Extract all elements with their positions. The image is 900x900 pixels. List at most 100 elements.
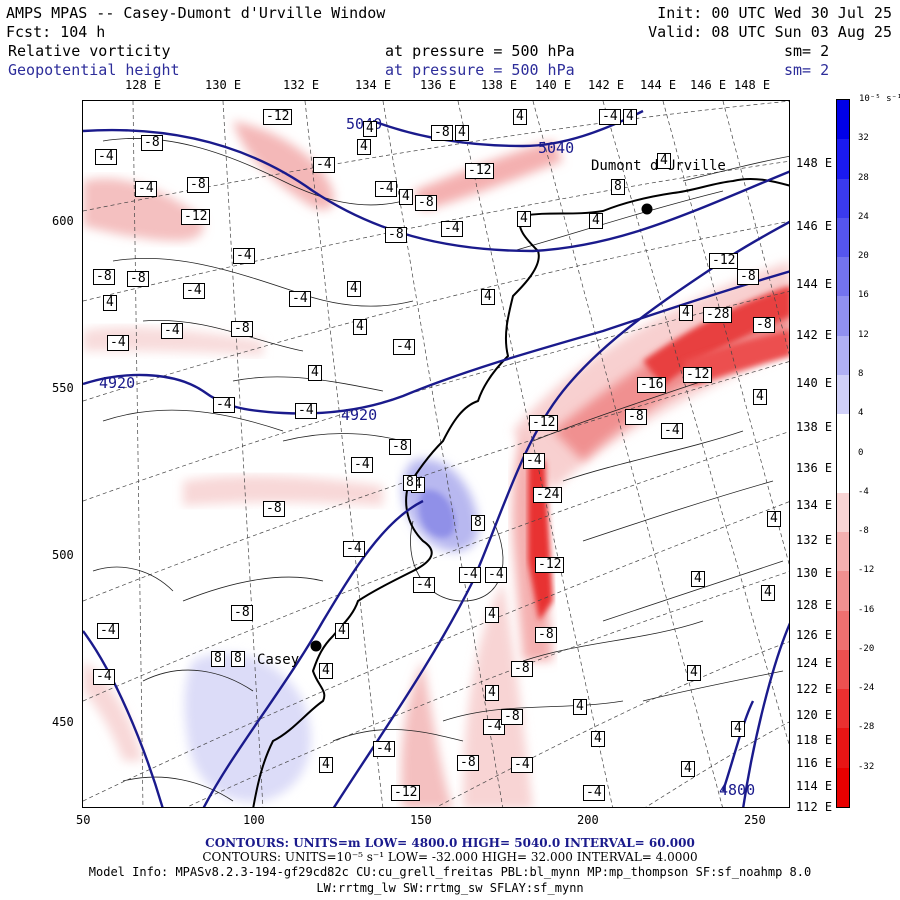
contour-label-box: -12 <box>683 367 713 383</box>
contour-label-box: -4 <box>313 157 335 173</box>
right-longitude-label: 116 E <box>796 756 833 770</box>
contour-label-box: 4 <box>589 213 603 229</box>
colorbar-segment <box>837 217 849 258</box>
contour-label-box: -4 <box>413 577 435 593</box>
valid-time: Valid: 08 UTC Sun 03 Aug 25 <box>648 23 892 41</box>
top-longitude-label: 136 E <box>420 78 457 92</box>
contour-label-box: -12 <box>709 253 739 269</box>
casey-station-dot[interactable] <box>310 640 322 652</box>
height-contour-label: 4800 <box>719 781 756 799</box>
colorbar <box>836 99 850 808</box>
contour-label-box: -8 <box>93 269 115 285</box>
right-longitude-label: 122 E <box>796 682 833 696</box>
colorbar-label: -24 <box>858 683 875 694</box>
dumont-durville-station-dot[interactable] <box>641 203 653 215</box>
vorticity-contour-info: CONTOURS: UNITS=10⁻⁵ s⁻¹ LOW= -32.000 HI… <box>202 850 698 864</box>
contour-label-box: 8 <box>211 651 225 667</box>
contour-label-box: -4 <box>93 669 115 685</box>
contour-label-box: 4 <box>363 121 377 137</box>
height-contour-label: 4920 <box>341 406 378 424</box>
colorbar-segment <box>837 374 849 415</box>
contour-label-box: 8 <box>471 515 485 531</box>
contour-label-box: -4 <box>161 323 183 339</box>
colorbar-label: 28 <box>858 172 869 183</box>
right-longitude-label: 118 E <box>796 733 833 747</box>
coastline <box>252 177 789 807</box>
map-plot-area[interactable]: 49204920504050404800Dumont d'UrvilleCase… <box>82 100 790 808</box>
contour-label-box: -4 <box>393 339 415 355</box>
contour-label-box: 8 <box>403 475 417 491</box>
right-longitude-label: 148 E <box>796 156 833 170</box>
colorbar-segment <box>837 492 849 533</box>
right-longitude-label: 142 E <box>796 328 833 342</box>
top-longitude-label: 130 E <box>205 78 242 92</box>
contour-label-box: -4 <box>213 397 235 413</box>
colorbar-segment <box>837 257 849 297</box>
colorbar-segment <box>837 571 849 612</box>
field1-smoothing: sm= 2 <box>784 42 830 60</box>
right-longitude-label: 128 E <box>796 598 833 612</box>
top-longitude-label: 144 E <box>640 78 677 92</box>
contour-label-box: 4 <box>485 607 499 623</box>
colorbar-segment <box>837 767 849 808</box>
right-longitude-label: 132 E <box>796 533 833 547</box>
colorbar-label: 12 <box>858 329 869 340</box>
map-title: AMPS MPAS -- Casey-Dumont d'Urville Wind… <box>6 4 386 22</box>
height-contour-label: 5040 <box>538 139 575 157</box>
right-longitude-label: 134 E <box>796 498 833 512</box>
x-axis-label: 100 <box>243 813 265 827</box>
top-longitude-label: 132 E <box>283 78 320 92</box>
contour-label-box: -8 <box>385 227 407 243</box>
contour-label-box: -4 <box>485 567 507 583</box>
height-contour-label: 4920 <box>99 374 136 392</box>
contour-label-box: -8 <box>415 195 437 211</box>
contour-label-box: -4 <box>95 149 117 165</box>
contour-label-box: 4 <box>767 511 781 527</box>
top-longitude-label: 142 E <box>588 78 625 92</box>
contour-label-box: 4 <box>513 109 527 125</box>
colorbar-segment <box>837 100 849 140</box>
colorbar-segment <box>837 610 849 651</box>
colorbar-label: 24 <box>858 211 869 222</box>
contour-label-box: -8 <box>141 135 163 151</box>
colorbar-segment <box>837 414 849 454</box>
contour-label-box: -8 <box>263 501 285 517</box>
contour-label-box: -8 <box>389 439 411 455</box>
contour-label-box: -16 <box>637 377 667 393</box>
contour-label-box: 4 <box>353 319 367 335</box>
contour-label-box: 4 <box>573 699 587 715</box>
colorbar-label: -8 <box>858 526 869 537</box>
colorbar-segment <box>837 532 849 572</box>
colorbar-label: -16 <box>858 604 875 615</box>
colorbar-segment <box>837 335 849 376</box>
right-longitude-label: 144 E <box>796 277 833 291</box>
contour-label-box: 4 <box>679 305 693 321</box>
contour-label-box: -8 <box>737 269 759 285</box>
model-physics-info: LW:rrtmg_lw SW:rrtmg_sw SFLAY:sf_mynn <box>316 881 584 895</box>
contour-label-box: -4 <box>373 741 395 757</box>
contour-label-box: -24 <box>533 487 563 503</box>
contour-label-box: -4 <box>343 541 365 557</box>
right-longitude-label: 146 E <box>796 219 833 233</box>
contour-label-box: 4 <box>623 109 637 125</box>
contour-label-box: -8 <box>431 125 453 141</box>
colorbar-segment <box>837 139 849 180</box>
contour-label-box: 4 <box>103 295 117 311</box>
contour-label-box: 4 <box>681 761 695 777</box>
colorbar-label: -12 <box>858 565 875 576</box>
colorbar-segment <box>837 296 849 337</box>
colorbar-label: -20 <box>858 643 875 654</box>
contour-label-box: 4 <box>517 211 531 227</box>
init-time: Init: 00 UTC Wed 30 Jul 25 <box>657 4 892 22</box>
contour-label-box: 4 <box>357 139 371 155</box>
colorbar-label: 0 <box>858 447 864 458</box>
contour-label-box: -4 <box>375 181 397 197</box>
colorbar-segment <box>837 689 849 729</box>
contour-label-box: 4 <box>308 365 322 381</box>
contour-label-box: -4 <box>483 719 505 735</box>
colorbar-label: -28 <box>858 722 875 733</box>
colorbar-segment <box>837 178 849 219</box>
colorbar-unit: 10⁻⁵ s⁻¹ <box>859 94 900 104</box>
top-longitude-label: 148 E <box>734 78 771 92</box>
contour-label-box: -8 <box>753 317 775 333</box>
